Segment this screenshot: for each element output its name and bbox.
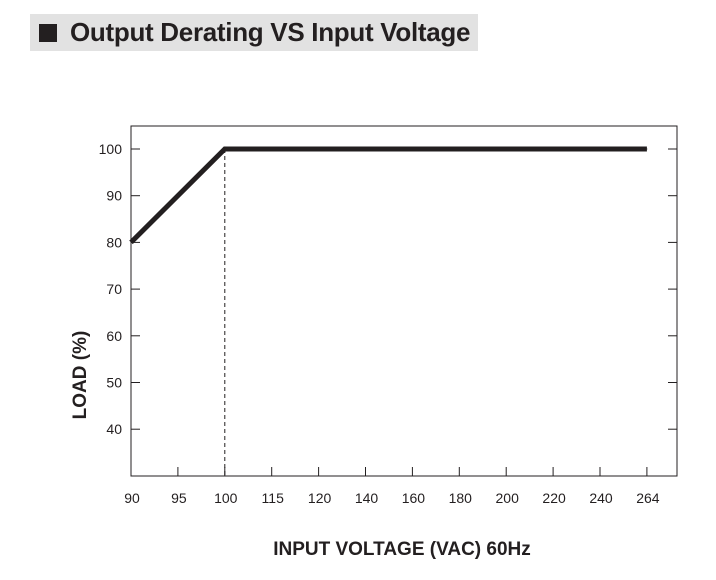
point-100-100: [224, 148, 226, 150]
x-tick-label-200: 200: [496, 490, 520, 506]
x-tick-label-100: 100: [214, 490, 238, 506]
x-tick-label-220: 220: [542, 490, 566, 506]
x-tick-label-120: 120: [308, 490, 332, 506]
y-tick-label-40: 40: [106, 421, 122, 437]
y-tick-label-80: 80: [106, 234, 122, 250]
chart-title: Output Derating VS Input Voltage: [70, 17, 471, 47]
series-group: [129, 146, 648, 245]
y-tick-label-50: 50: [106, 375, 122, 391]
point-90-80: [130, 241, 132, 243]
y-tick-label-100: 100: [99, 141, 123, 157]
series-line-load: [129, 146, 647, 245]
x-tick-label-160: 160: [402, 490, 426, 506]
title-banner: Output Derating VS Input Voltage: [30, 14, 478, 51]
y-axis-label: LOAD (%): [70, 331, 91, 420]
x-tick-label-240: 240: [589, 490, 613, 506]
x-tick-label-90: 90: [124, 490, 140, 506]
y-tick-label-60: 60: [106, 328, 122, 344]
square-bullet-icon: [39, 23, 57, 42]
x-tick-label-140: 140: [355, 490, 379, 506]
y-tick-label-90: 90: [106, 188, 122, 204]
y-tick-label-70: 70: [106, 281, 122, 297]
x-axis-ticks: 90 95 100 115 120 140 160 180 200 220 240 264: [124, 467, 660, 506]
y-axis-ticks: 40 50 60 70 80 90 100: [99, 141, 677, 437]
point-264-100: [646, 148, 648, 150]
x-tick-label-264: 264: [636, 490, 660, 506]
x-tick-label-180: 180: [449, 490, 473, 506]
x-axis-label: INPUT VOLTAGE (VAC) 60Hz: [273, 539, 531, 560]
x-tick-label-95: 95: [171, 490, 187, 506]
x-tick-label-115: 115: [262, 490, 285, 506]
plot-frame: [130, 125, 678, 477]
